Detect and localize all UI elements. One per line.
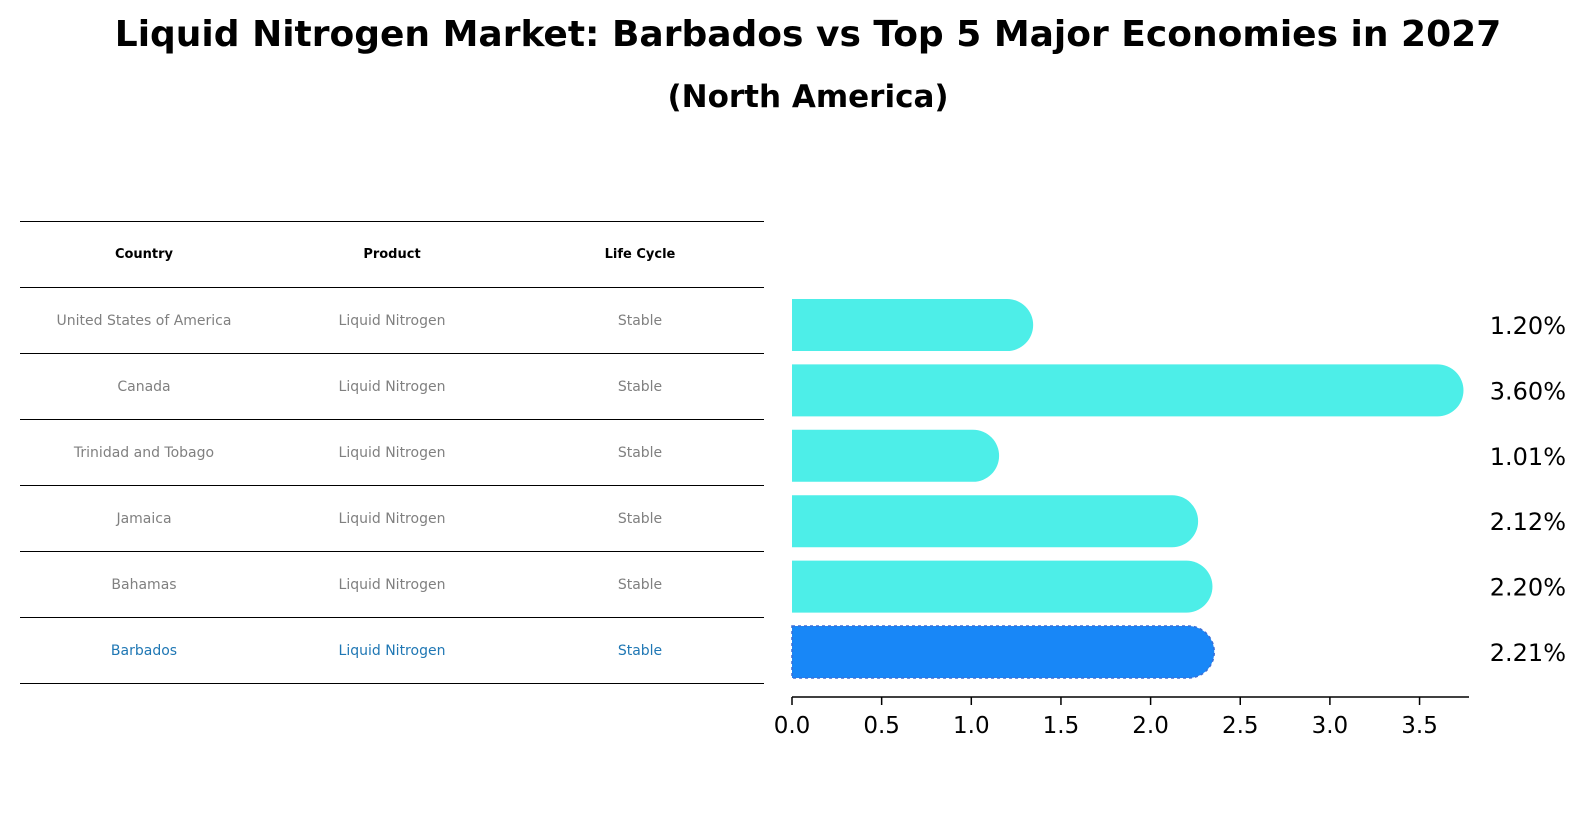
cell-country: Barbados (20, 617, 268, 684)
header-life-cycle: Life Cycle (516, 221, 764, 288)
bar (792, 560, 1213, 613)
data-label: 3.60% (1490, 377, 1566, 405)
table-row: Canada Liquid Nitrogen Stable (20, 353, 764, 420)
cell-life-cycle: Stable (516, 485, 764, 552)
x-tick-label: 1.0 (953, 713, 990, 739)
cell-country: Bahamas (20, 551, 268, 618)
cell-country: Canada (20, 353, 268, 420)
cell-life-cycle: Stable (516, 353, 764, 420)
bar (792, 299, 1034, 351)
cell-country: Trinidad and Tobago (20, 419, 268, 486)
table-row: Trinidad and Tobago Liquid Nitrogen Stab… (20, 419, 764, 486)
bar-highlighted (791, 625, 1215, 679)
x-tick-label: 2.5 (1222, 713, 1259, 739)
x-tick-label: 3.5 (1401, 713, 1438, 739)
table-row: Bahamas Liquid Nitrogen Stable (20, 551, 764, 618)
cell-life-cycle: Stable (516, 551, 764, 618)
cell-country: Jamaica (20, 485, 268, 552)
bar (792, 364, 1464, 417)
x-tick-label: 1.5 (1043, 713, 1080, 739)
cell-life-cycle: Stable (516, 617, 764, 684)
data-label: 1.01% (1490, 443, 1566, 471)
cell-product: Liquid Nitrogen (268, 617, 516, 684)
header-product: Product (268, 221, 516, 288)
table-row-highlighted: Barbados Liquid Nitrogen Stable (20, 617, 764, 684)
x-tick-label: 0.5 (863, 713, 900, 739)
data-label: 2.20% (1490, 574, 1566, 602)
chart-subtitle: (North America) (667, 79, 949, 115)
table-row: Jamaica Liquid Nitrogen Stable (20, 485, 764, 552)
cell-product: Liquid Nitrogen (268, 287, 516, 354)
data-label: 2.21% (1490, 639, 1566, 667)
x-tick-label: 0.0 (774, 713, 811, 739)
cell-life-cycle: Stable (516, 419, 764, 486)
cell-product: Liquid Nitrogen (268, 353, 516, 420)
cell-life-cycle: Stable (516, 287, 764, 354)
x-tick-label: 2.0 (1132, 713, 1169, 739)
chart-title: Liquid Nitrogen Market: Barbados vs Top … (114, 14, 1502, 55)
table-row: United States of America Liquid Nitrogen… (20, 287, 764, 354)
bar (792, 495, 1199, 548)
cell-country: United States of America (20, 287, 268, 354)
data-label: 2.12% (1490, 508, 1566, 536)
table-header-row: Country Product Life Cycle (20, 221, 764, 288)
header-country: Country (20, 221, 268, 288)
data-label: 1.20% (1490, 312, 1566, 340)
cell-product: Liquid Nitrogen (268, 485, 516, 552)
bar (792, 429, 1000, 482)
country-table: Country Product Life Cycle United States… (20, 221, 764, 684)
x-tick-label: 3.0 (1312, 713, 1349, 739)
